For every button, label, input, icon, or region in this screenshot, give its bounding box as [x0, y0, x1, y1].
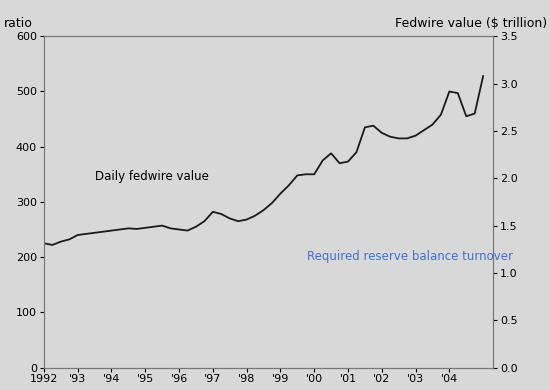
- Text: Required reserve balance turnover: Required reserve balance turnover: [307, 250, 514, 263]
- Text: Fedwire value ($ trillion): Fedwire value ($ trillion): [395, 17, 547, 30]
- Text: ratio: ratio: [3, 17, 32, 30]
- Text: Daily fedwire value: Daily fedwire value: [95, 170, 208, 183]
